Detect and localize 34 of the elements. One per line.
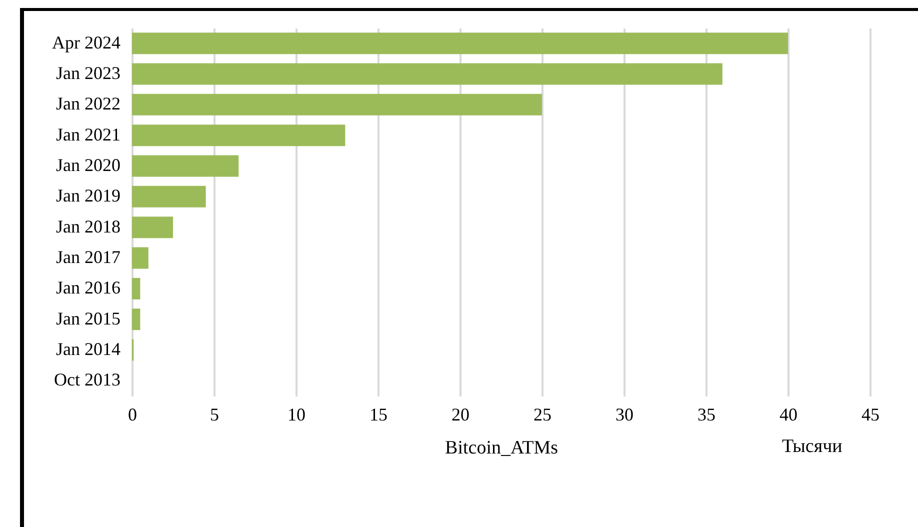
x-tick-label: 40 (780, 404, 798, 424)
y-tick-label: Jan 2023 (56, 63, 120, 83)
bar (132, 124, 346, 146)
y-tick-label: Jan 2020 (56, 155, 120, 175)
bar (132, 308, 140, 330)
y-tick-label: Jan 2022 (56, 94, 120, 114)
y-tick-label: Jan 2015 (56, 308, 120, 328)
bar (132, 278, 140, 300)
y-tick-label: Jan 2017 (56, 247, 120, 267)
x-tick-label: 45 (862, 404, 880, 424)
x-tick-label: 5 (210, 404, 219, 424)
bar (132, 155, 239, 177)
x-tick-label: 10 (288, 404, 306, 424)
x-axis-title: Bitcoin_ATMs (445, 438, 558, 458)
x-tick-label: 35 (698, 404, 716, 424)
x-tick-label: 15 (370, 404, 388, 424)
y-tick-label: Apr 2024 (52, 32, 120, 52)
text: Тысячи (782, 436, 842, 458)
bar (132, 216, 173, 238)
y-tick-label: Oct 2013 (54, 370, 120, 390)
bar (132, 186, 206, 208)
bar (132, 94, 542, 116)
y-tick-label: Jan 2021 (56, 124, 120, 144)
y-tick-label: Jan 2018 (56, 216, 120, 236)
y-tick-label: Jan 2016 (56, 278, 120, 298)
x-tick-label: 25 (534, 404, 552, 424)
x-tick-label: 0 (128, 404, 137, 424)
x-tick-label: 30 (616, 404, 634, 424)
y-tick-label: Jan 2019 (56, 186, 120, 206)
y-tick-label: Jan 2014 (56, 339, 120, 359)
bar (132, 63, 722, 85)
bar (132, 32, 788, 54)
x-tick-label: 20 (452, 404, 470, 424)
bar (132, 247, 148, 269)
